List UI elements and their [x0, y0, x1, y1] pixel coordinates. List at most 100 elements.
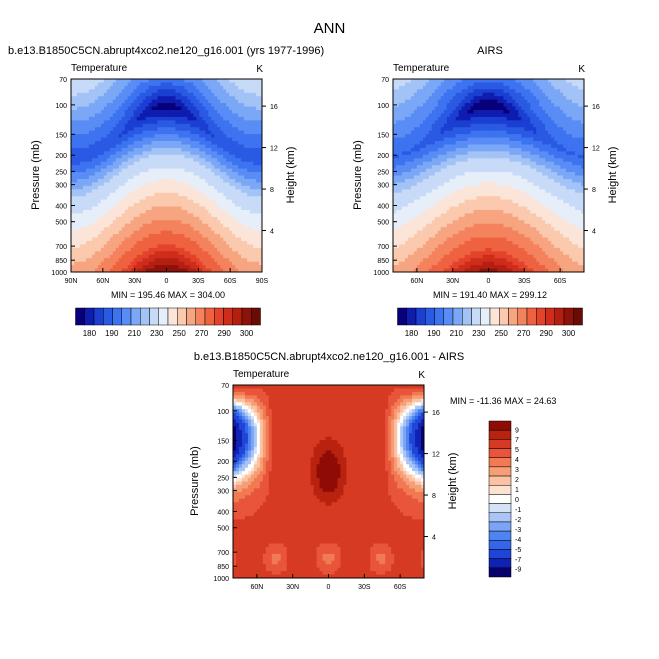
airs-contour-cell: [557, 110, 561, 114]
model-contour-cell: [73, 79, 78, 83]
airs-contour-cell: [443, 110, 448, 114]
model-contour-cell: [169, 251, 173, 256]
airs-contour-cell: [467, 96, 471, 101]
model-contour-cell: [136, 85, 141, 90]
model-contour-cell: [160, 158, 164, 163]
model-contour-cell: [214, 213, 218, 218]
model-contour-cell: [118, 79, 123, 83]
model-contour-cell: [112, 106, 117, 111]
model-contour-cell: [178, 254, 182, 259]
airs-contour-cell: [413, 127, 418, 132]
model-contour-cell: [91, 240, 96, 245]
model-contour-cell: [223, 237, 227, 242]
airs-contour-cell: [410, 120, 415, 125]
model-contour-cell: [220, 182, 224, 187]
model-contour-cell: [181, 196, 185, 201]
airs-contour-cell: [527, 113, 531, 118]
airs-contour-cell: [437, 134, 442, 138]
model-contour-cell: [181, 213, 185, 218]
airs-contour-cell: [467, 137, 471, 142]
model-contour-cell: [175, 178, 179, 183]
model-contour-cell: [79, 182, 84, 187]
model-ytick-label: 1000: [51, 270, 67, 277]
model-contour-cell: [163, 254, 167, 259]
model-contour-cell: [97, 158, 102, 163]
model-contour-cell: [157, 147, 161, 152]
model-contour-cell: [154, 213, 158, 218]
model-contour-cell: [181, 144, 185, 149]
model-contour-cell: [142, 106, 147, 111]
model-contour-cell: [82, 265, 87, 269]
airs-contour-cell: [437, 110, 442, 114]
airs-contour-cell: [545, 106, 549, 111]
airs-contour-cell: [428, 82, 433, 87]
model-contour-cell: [250, 230, 254, 235]
model-contour-cell: [88, 199, 93, 204]
airs-contour-cell: [536, 127, 540, 132]
model-contour-cell: [121, 147, 126, 152]
model-contour-cell: [139, 92, 144, 97]
airs-contour-cell: [479, 96, 483, 101]
model-contour-cell: [76, 165, 81, 170]
airs-contour-cell: [491, 134, 495, 138]
model-contour-cell: [112, 161, 117, 166]
model-contour-cell: [223, 247, 227, 252]
model-contour-cell: [71, 141, 75, 145]
model-contour-cell: [184, 92, 188, 97]
airs-contour-cell: [467, 92, 471, 97]
model-contour-cell: [139, 130, 144, 135]
model-contour-cell: [172, 258, 176, 263]
model-contour-cell: [124, 96, 129, 101]
model-contour-cell: [220, 213, 224, 218]
airs-contour-cell: [488, 103, 492, 107]
model-contour-cell: [97, 178, 102, 183]
model-contour-cell: [76, 254, 81, 259]
airs-contour-cell: [464, 123, 469, 128]
airs-contour-cell: [473, 137, 477, 142]
model-contour-cell: [73, 258, 78, 263]
airs-contour-cell: [515, 103, 519, 107]
model-contour-cell: [190, 206, 194, 211]
airs-contour-cell: [521, 106, 525, 111]
airs-contour-cell: [434, 92, 439, 97]
model-contour-cell: [241, 199, 245, 204]
model-contour-cell: [88, 209, 93, 214]
model-contour-cell: [142, 89, 147, 94]
airs-contour-cell: [545, 144, 549, 149]
model-contour-cell: [85, 206, 90, 211]
airs-contour-cell: [527, 134, 531, 138]
airs-contour-cell: [518, 141, 522, 145]
model-contour-cell: [118, 168, 123, 173]
model-contour-cell: [160, 79, 164, 83]
airs-contour-cell: [488, 116, 492, 121]
model-contour-cell: [229, 237, 233, 242]
model-contour-cell: [100, 161, 105, 166]
model-contour-cell: [94, 213, 99, 218]
model-contour-cell: [136, 106, 141, 111]
airs-contour-cell: [428, 120, 433, 125]
airs-contour-cell: [434, 144, 439, 149]
airs-contour-cell: [530, 130, 534, 135]
model-contour-cell: [118, 116, 123, 121]
airs-contour-cell: [425, 113, 430, 118]
model-contour-cell: [238, 178, 242, 183]
model-contour-cell: [112, 82, 117, 87]
airs-contour-cell: [500, 144, 504, 149]
airs-contour-cell: [461, 85, 466, 90]
model-contour-cell: [121, 189, 126, 194]
airs-contour-cell: [569, 85, 573, 90]
model-contour-cell: [250, 268, 254, 273]
model-contour-cell: [199, 168, 203, 173]
model-contour-cell: [250, 254, 254, 259]
model-contour-cell: [199, 103, 203, 107]
model-contour-cell: [250, 85, 254, 90]
model-contour-cell: [223, 79, 227, 83]
model-contour-cell: [127, 182, 132, 187]
model-contour-cell: [142, 123, 147, 128]
model-contour-cell: [112, 192, 117, 197]
model-contour-cell: [244, 247, 248, 252]
model-contour-cell: [172, 137, 176, 142]
model-contour-cell: [106, 113, 111, 118]
model-contour-cell: [244, 168, 248, 173]
model-contour-cell: [94, 130, 99, 135]
